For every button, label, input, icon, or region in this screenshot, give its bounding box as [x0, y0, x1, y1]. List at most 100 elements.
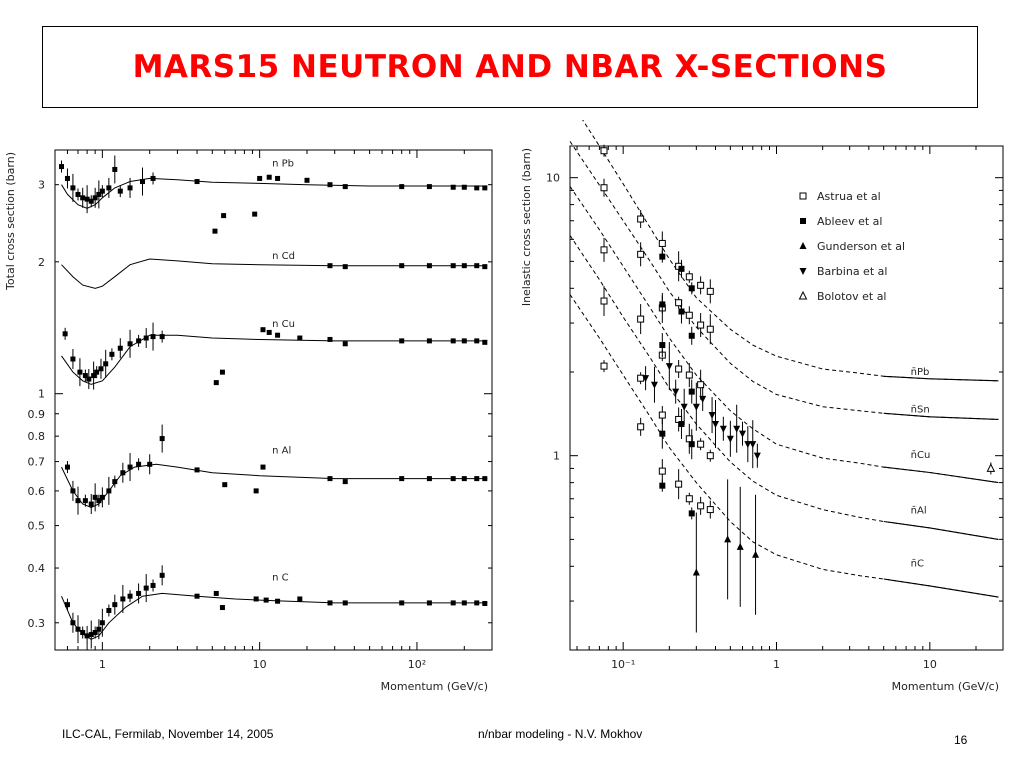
- data-point: [147, 461, 153, 467]
- series-label: n Pb: [272, 159, 294, 170]
- series-curve: [569, 141, 999, 420]
- marker-point: [752, 550, 760, 558]
- marker-point: [600, 147, 608, 155]
- data-point: [212, 228, 218, 234]
- data-point: [461, 263, 467, 269]
- data-point: [342, 600, 348, 606]
- plot-frame: [569, 145, 1004, 651]
- data-point: [266, 329, 272, 335]
- y-axis-label: Inelastic cross section (barn): [520, 148, 533, 306]
- data-point: [327, 263, 333, 269]
- data-point: [86, 376, 92, 382]
- data-point: [159, 334, 165, 340]
- data-point: [342, 264, 348, 270]
- data-point: [88, 632, 94, 638]
- marker-point: [706, 287, 714, 295]
- series-curve: [569, 186, 999, 484]
- data-point: [461, 338, 467, 344]
- data-point: [159, 436, 165, 442]
- inelastic-cross-section-chart: 10⁻¹ 1 10 1 10 Momentum (GeV/c) Inelastic cros…: [520, 120, 1004, 693]
- data-point: [327, 336, 333, 342]
- marker-point: [658, 467, 666, 475]
- data-point: [88, 198, 94, 204]
- footer-left: ILC-CAL, Fermilab, November 14, 2005: [62, 727, 274, 741]
- series-label: n Cd: [272, 251, 295, 262]
- data-point: [297, 335, 303, 341]
- x-tick-label: 1: [99, 658, 106, 671]
- slide-title: MARS15 NEUTRON AND NBAR X-SECTIONS: [132, 49, 888, 85]
- data-point: [399, 600, 405, 606]
- series-curve: [569, 294, 999, 598]
- data-point: [106, 185, 112, 191]
- data-point: [70, 488, 76, 494]
- marker-point: [685, 273, 693, 281]
- data-point: [96, 498, 102, 504]
- data-point: [426, 600, 432, 606]
- legend-symbol: [798, 290, 808, 300]
- page-number: 16: [954, 733, 968, 747]
- data-point: [150, 334, 156, 340]
- data-point: [266, 174, 272, 180]
- footer-center: n/nbar modeling - N.V. Mokhov: [478, 727, 643, 741]
- total-cross-section-chart: 1 10 10² 0.3 0.4 0.5 0.6 0.7 0.8 0.9 1 2 3 Momentum (…: [4, 149, 493, 693]
- data-point: [64, 175, 70, 181]
- y-tick-label: 0.3: [28, 617, 46, 630]
- data-point: [297, 596, 303, 602]
- data-point: [92, 630, 98, 636]
- marker-point: [986, 463, 996, 472]
- title-box: MARS15 NEUTRON AND NBAR X-SECTIONS: [42, 26, 978, 108]
- data-point: [136, 338, 142, 344]
- marker-point: [753, 452, 761, 460]
- data-point: [117, 188, 123, 194]
- data-point: [84, 633, 90, 639]
- data-point: [213, 590, 219, 596]
- data-point: [117, 345, 123, 351]
- marker-point: [706, 452, 714, 460]
- data-point: [92, 494, 98, 500]
- data-point: [94, 369, 100, 375]
- data-point: [426, 184, 432, 190]
- legend-symbol: [800, 218, 806, 224]
- marker-point: [685, 371, 693, 379]
- data-point: [82, 373, 88, 379]
- data-point: [112, 479, 118, 485]
- marker-point: [692, 568, 700, 576]
- marker-point: [688, 332, 695, 339]
- marker-point: [685, 311, 693, 319]
- marker-point: [711, 421, 719, 429]
- data-point: [450, 184, 456, 190]
- data-point: [450, 338, 456, 344]
- y-tick-label: 0.4: [28, 562, 46, 575]
- data-point: [88, 501, 94, 507]
- y-tick-label: 10: [546, 172, 560, 185]
- series-label: n̄Pb: [911, 367, 930, 378]
- legend-label: Ableev et al: [817, 215, 882, 228]
- series-label: n Al: [272, 446, 291, 457]
- marker-point: [697, 321, 705, 329]
- series-curve: [61, 334, 488, 385]
- data-point: [260, 464, 266, 470]
- data-point: [70, 356, 76, 362]
- data-point: [474, 600, 480, 606]
- data-point: [461, 476, 467, 482]
- data-point: [159, 572, 165, 578]
- marker-point: [600, 184, 608, 192]
- data-point: [127, 341, 133, 347]
- marker-point: [658, 239, 666, 247]
- marker-point: [697, 502, 705, 510]
- marker-point: [642, 375, 650, 383]
- marker-point: [665, 363, 673, 371]
- marker-point: [675, 480, 683, 488]
- marker-point: [706, 506, 714, 514]
- data-point: [77, 369, 83, 375]
- marker-point: [697, 281, 705, 289]
- data-point: [342, 341, 348, 347]
- data-point: [64, 602, 70, 608]
- data-point: [127, 185, 133, 191]
- data-point: [70, 620, 76, 626]
- data-point: [80, 630, 86, 636]
- data-point: [106, 607, 112, 613]
- data-point: [426, 263, 432, 269]
- data-point: [327, 476, 333, 482]
- data-point: [140, 179, 146, 185]
